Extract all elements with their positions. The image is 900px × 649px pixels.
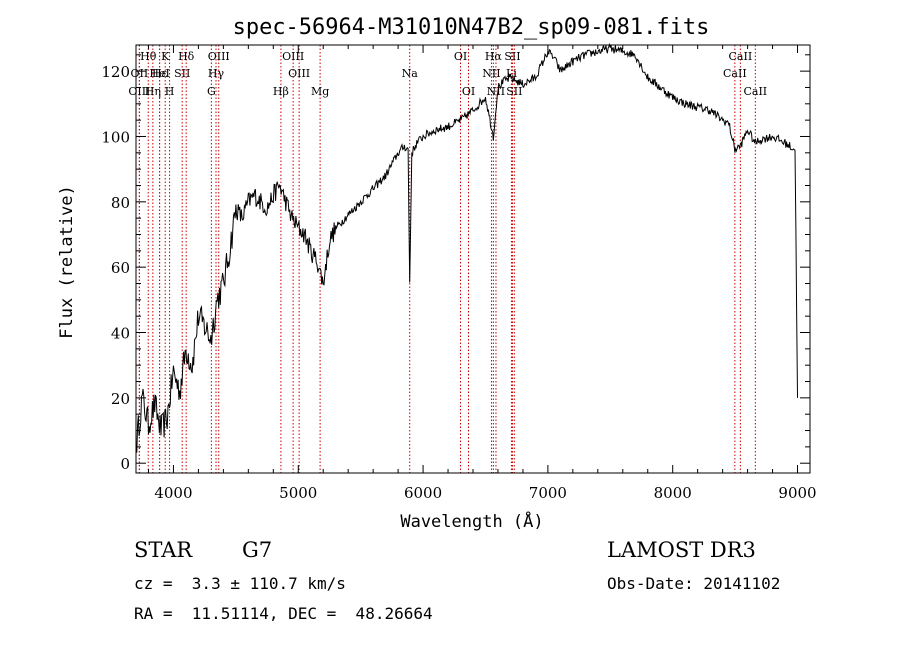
spectral-line-label: NII [482, 67, 500, 80]
y-tick-label: 0 [120, 455, 130, 473]
spectral-line-label: Hα [485, 50, 503, 63]
x-tick-label: 9000 [778, 484, 816, 502]
x-tick-label: 8000 [654, 484, 692, 502]
spectral-line-label: NII [487, 85, 505, 98]
spectral-line-label: Li [506, 67, 517, 80]
spectral-line-label: Na [402, 67, 419, 80]
y-tick-label: 20 [111, 390, 130, 408]
spectral-line-label: OII [131, 67, 149, 80]
x-axis-label: Wavelength (Å) [400, 510, 543, 532]
spectral-line-label: Hβ [273, 85, 289, 98]
x-tick-label: 6000 [404, 484, 442, 502]
spectral-line-label: OIII [208, 50, 230, 63]
x-tick-label: 4000 [154, 484, 192, 502]
y-tick-label: 100 [101, 128, 130, 146]
spectral-line-label: Hθ [140, 50, 157, 63]
coordinates-text: RA = 11.51114, DEC = 48.26664 [134, 604, 433, 623]
spectral-line-label: SII [506, 85, 522, 98]
x-tick-label: 5000 [279, 484, 317, 502]
spectral-line-label: Hη [145, 85, 161, 98]
spectral-line-label: OIII [282, 50, 304, 63]
x-tick-label: 7000 [529, 484, 567, 502]
y-tick-label: 80 [111, 194, 130, 212]
spectral-line-label: CaII [743, 85, 767, 98]
spectral-line-label: Hδ [178, 50, 195, 63]
redshift-text: cz = 3.3 ± 110.7 km/s [134, 574, 346, 593]
object-class: STAR [134, 538, 193, 562]
spectral-line-label: SII [174, 67, 190, 80]
spectral-line-label: HeI [149, 67, 169, 80]
spectral-line-label: Mg [311, 85, 329, 98]
axis-ticks: 4000 5000 6000 7000 8000 9000 0 20 40 60 80 100 120 [101, 45, 817, 502]
spectral-line-label: CaII [729, 50, 753, 63]
spectral-line-markers [138, 45, 756, 473]
survey-label: LAMOST DR3 [607, 538, 756, 562]
y-tick-label: 40 [111, 325, 130, 343]
obs-date-text: Obs-Date: 20141102 [607, 574, 781, 593]
y-axis-label: Flux (relative) [57, 185, 77, 339]
spectral-line-label: CaII [723, 67, 747, 80]
spectral-line-label: Hε [152, 67, 168, 80]
y-tick-label: 60 [111, 259, 130, 277]
object-subclass: G7 [242, 538, 273, 562]
spectral-line-label: G [207, 85, 216, 98]
spectral-line-label: Hγ [208, 67, 225, 80]
chart-title: spec-56964-M31010N47B2_sp09-081.fits [233, 15, 710, 40]
flux-series-line [135, 42, 798, 453]
spectral-line-label: OIII [128, 85, 150, 98]
spectral-line-label: SII [504, 50, 520, 63]
spectral-line-label: OIII [288, 67, 310, 80]
spectral-line-label: H [165, 85, 175, 98]
spectral-line-label: OI [454, 50, 467, 63]
spectral-line-label: K [161, 50, 170, 63]
y-tick-label: 120 [101, 63, 130, 81]
spectral-line-label: OI [462, 85, 475, 98]
